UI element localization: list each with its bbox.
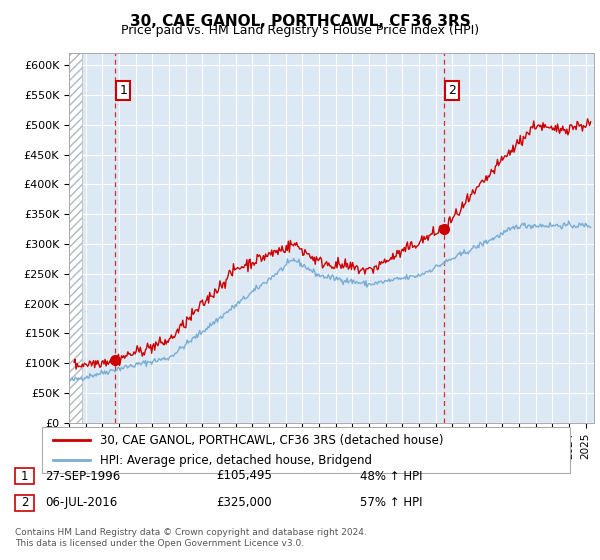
Text: £325,000: £325,000	[216, 496, 272, 510]
FancyBboxPatch shape	[42, 427, 570, 473]
Text: 27-SEP-1996: 27-SEP-1996	[45, 469, 120, 483]
Text: Contains HM Land Registry data © Crown copyright and database right 2024.
This d: Contains HM Land Registry data © Crown c…	[15, 528, 367, 548]
Text: 1: 1	[119, 83, 127, 97]
Bar	[69, 53, 82, 423]
Text: 48% ↑ HPI: 48% ↑ HPI	[360, 469, 422, 483]
Text: 57% ↑ HPI: 57% ↑ HPI	[360, 496, 422, 510]
Text: Price paid vs. HM Land Registry's House Price Index (HPI): Price paid vs. HM Land Registry's House …	[121, 24, 479, 37]
Text: 30, CAE GANOL, PORTHCAWL, CF36 3RS (detached house): 30, CAE GANOL, PORTHCAWL, CF36 3RS (deta…	[100, 433, 443, 447]
Text: HPI: Average price, detached house, Bridgend: HPI: Average price, detached house, Brid…	[100, 454, 372, 467]
Text: £105,495: £105,495	[216, 469, 272, 483]
Text: 30, CAE GANOL, PORTHCAWL, CF36 3RS: 30, CAE GANOL, PORTHCAWL, CF36 3RS	[130, 14, 470, 29]
Text: 1: 1	[21, 469, 28, 483]
Text: 2: 2	[21, 496, 28, 510]
Text: 2: 2	[448, 83, 456, 97]
Text: 06-JUL-2016: 06-JUL-2016	[45, 496, 117, 510]
